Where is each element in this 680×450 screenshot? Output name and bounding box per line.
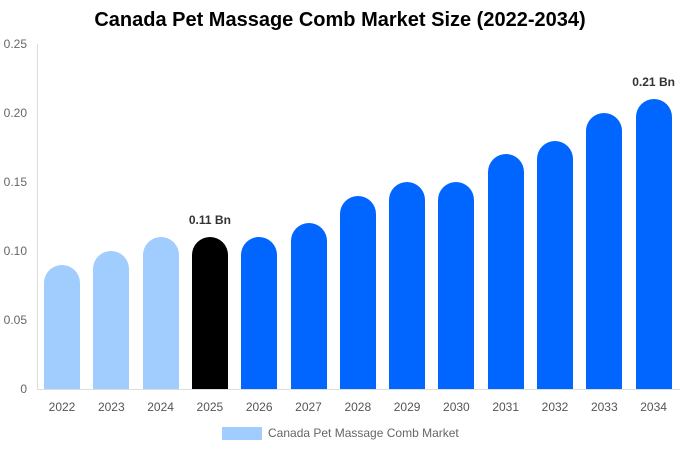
bar-2030[interactable] xyxy=(438,182,475,389)
x-tick-label: 2022 xyxy=(48,400,76,414)
x-tick-label: 2025 xyxy=(196,400,224,414)
y-tick-label: 0.10 xyxy=(3,244,27,258)
y-tick-label: 0.25 xyxy=(3,37,27,51)
x-tick-label: 2028 xyxy=(344,400,372,414)
x-tick-label: 2029 xyxy=(393,400,421,414)
legend[interactable]: Canada Pet Massage Comb Market xyxy=(222,426,459,440)
x-axis-line xyxy=(37,389,680,390)
bar-2028[interactable] xyxy=(339,195,376,389)
data-label: 0.11 Bn xyxy=(188,213,231,228)
x-tick-label: 2026 xyxy=(245,400,273,414)
bar-2024[interactable] xyxy=(142,237,179,389)
bar-2023[interactable] xyxy=(93,251,130,389)
bar-2034[interactable] xyxy=(635,99,672,389)
y-tick-label: 0.15 xyxy=(3,175,27,189)
x-tick-label: 2024 xyxy=(147,400,174,414)
bar-2033[interactable] xyxy=(586,113,623,389)
chart-title: Canada Pet Massage Comb Market Size (202… xyxy=(94,9,586,31)
x-tick-label: 2033 xyxy=(590,400,618,414)
x-tick-label: 2031 xyxy=(492,400,520,414)
bar-2029[interactable] xyxy=(389,182,426,389)
data-label: 0.21 Bn xyxy=(632,75,675,90)
x-tick-label: 2027 xyxy=(295,400,322,414)
y-axis-line xyxy=(37,44,38,389)
bar-2027[interactable] xyxy=(290,223,327,389)
bar-2022[interactable] xyxy=(44,264,80,389)
y-tick-label: 0.05 xyxy=(3,313,27,327)
bar-2026[interactable] xyxy=(241,237,278,389)
y-tick-label: 0 xyxy=(20,382,27,396)
bar-2025[interactable] xyxy=(191,237,228,389)
y-tick-label: 0.20 xyxy=(3,106,27,120)
x-tick-label: 2030 xyxy=(443,400,470,414)
legend-label: Canada Pet Massage Comb Market xyxy=(268,426,459,440)
bar-2032[interactable] xyxy=(537,140,573,389)
legend-swatch xyxy=(222,426,262,440)
x-tick-label: 2032 xyxy=(541,400,569,414)
x-tick-label: 2023 xyxy=(97,400,125,414)
bar-2031[interactable] xyxy=(487,154,524,389)
x-tick-label: 2034 xyxy=(640,400,667,414)
